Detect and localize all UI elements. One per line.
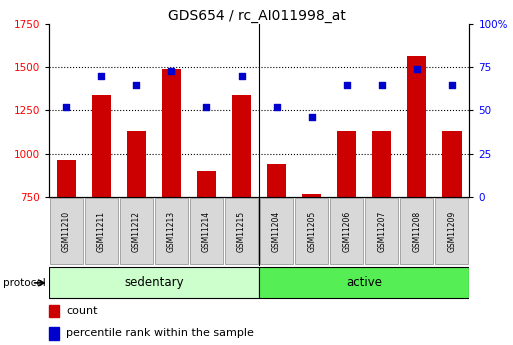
FancyBboxPatch shape	[120, 198, 153, 264]
Bar	[372, 131, 391, 197]
Bar	[49, 327, 59, 339]
FancyBboxPatch shape	[330, 198, 363, 264]
FancyBboxPatch shape	[436, 198, 468, 264]
Text: GSM11212: GSM11212	[132, 211, 141, 252]
FancyBboxPatch shape	[50, 198, 83, 264]
FancyBboxPatch shape	[365, 198, 398, 264]
Bar	[127, 131, 146, 197]
Point	[272, 104, 281, 110]
Text: count: count	[66, 306, 98, 316]
Text: percentile rank within the sample: percentile rank within the sample	[66, 328, 254, 338]
Bar	[442, 131, 462, 197]
FancyBboxPatch shape	[190, 198, 223, 264]
Point	[97, 73, 105, 79]
Text: GSM11208: GSM11208	[412, 210, 421, 252]
Bar	[407, 56, 426, 197]
Bar	[337, 131, 357, 197]
Text: GSM11210: GSM11210	[62, 210, 71, 252]
Bar	[197, 171, 216, 197]
Point	[378, 82, 386, 87]
Point	[238, 73, 246, 79]
FancyBboxPatch shape	[155, 198, 188, 264]
Text: GSM11207: GSM11207	[377, 210, 386, 252]
Point	[307, 115, 315, 120]
Point	[202, 104, 210, 110]
Text: GDS654 / rc_AI011998_at: GDS654 / rc_AI011998_at	[168, 9, 345, 23]
FancyBboxPatch shape	[85, 198, 118, 264]
Text: GSM11209: GSM11209	[447, 210, 457, 252]
Text: GSM11213: GSM11213	[167, 210, 176, 252]
Text: active: active	[346, 276, 382, 289]
FancyBboxPatch shape	[49, 267, 259, 298]
Bar	[49, 305, 59, 317]
Point	[412, 66, 421, 72]
FancyBboxPatch shape	[259, 267, 469, 298]
FancyBboxPatch shape	[260, 198, 293, 264]
FancyBboxPatch shape	[225, 198, 258, 264]
Text: sedentary: sedentary	[124, 276, 184, 289]
Point	[343, 82, 351, 87]
Text: GSM11211: GSM11211	[97, 211, 106, 252]
Point	[132, 82, 141, 87]
Bar	[267, 164, 286, 197]
Text: protocol: protocol	[3, 278, 45, 288]
Bar	[92, 95, 111, 197]
Point	[167, 68, 175, 73]
Bar	[56, 160, 76, 197]
Text: GSM11205: GSM11205	[307, 210, 316, 252]
Point	[62, 104, 70, 110]
Bar	[162, 69, 181, 197]
Text: GSM11215: GSM11215	[237, 210, 246, 252]
FancyBboxPatch shape	[400, 198, 433, 264]
FancyBboxPatch shape	[295, 198, 328, 264]
Text: GSM11214: GSM11214	[202, 210, 211, 252]
Point	[448, 82, 456, 87]
Text: GSM11204: GSM11204	[272, 210, 281, 252]
Bar	[232, 95, 251, 197]
Bar	[302, 194, 321, 197]
Text: GSM11206: GSM11206	[342, 210, 351, 252]
